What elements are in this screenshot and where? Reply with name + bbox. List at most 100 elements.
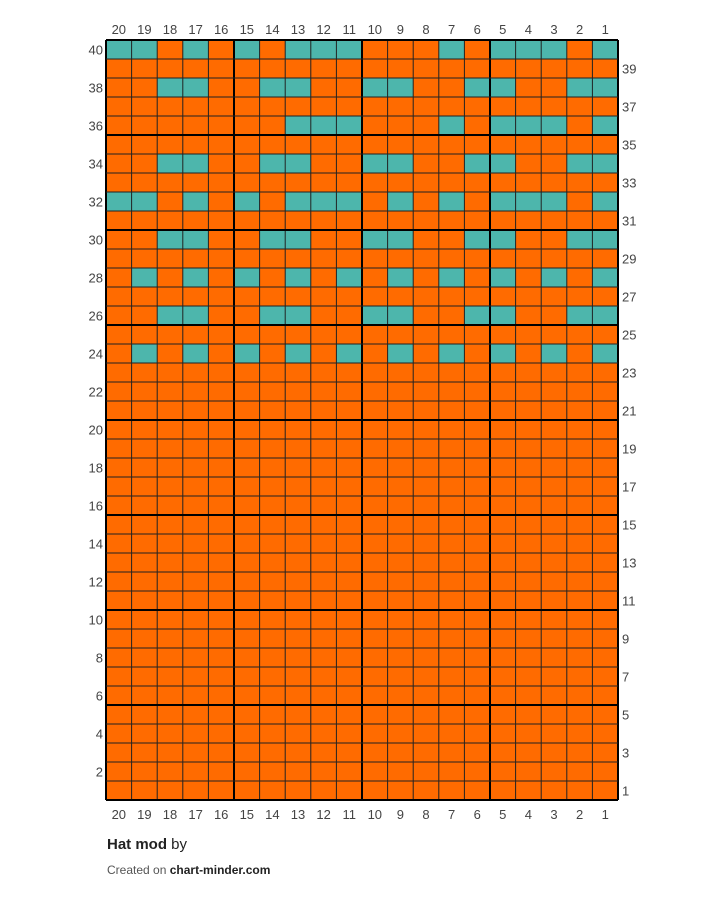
chart-cell: [592, 477, 618, 496]
chart-cell: [490, 344, 516, 363]
chart-cell: [259, 173, 286, 192]
chart-cell: [310, 344, 337, 363]
column-number-bottom: 3: [550, 807, 557, 822]
chart-cell: [387, 363, 414, 382]
chart-cell: [285, 344, 311, 363]
chart-cell: [438, 572, 465, 591]
row-number-left: 10: [89, 613, 103, 628]
chart-cell: [515, 477, 542, 496]
chart-cell: [234, 458, 260, 477]
chart-cell: [438, 211, 465, 230]
chart-cell: [310, 268, 337, 287]
row-number-right: 17: [622, 480, 636, 495]
chart-cell: [592, 363, 618, 382]
chart-cell: [362, 591, 388, 610]
chart-cell: [438, 40, 465, 59]
chart-cell: [106, 420, 132, 439]
chart-cell: [464, 135, 490, 154]
chart-cell: [259, 97, 286, 116]
chart-cell: [515, 40, 542, 59]
chart-cell: [310, 420, 337, 439]
chart-cell: [490, 553, 516, 572]
chart-cell: [592, 420, 618, 439]
chart-cell: [106, 97, 132, 116]
chart-cell: [592, 382, 618, 401]
chart-cell: [131, 477, 158, 496]
column-number-top: 11: [342, 22, 356, 37]
chart-cell: [234, 249, 260, 268]
chart-cell: [362, 629, 388, 648]
chart-cell: [208, 382, 234, 401]
chart-cell: [182, 268, 209, 287]
chart-cell: [131, 78, 158, 97]
row-number-left: 28: [89, 271, 103, 286]
chart-cell: [336, 382, 362, 401]
chart-cell: [592, 325, 618, 344]
chart-cell: [387, 116, 414, 135]
chart-cell: [566, 382, 593, 401]
chart-cell: [131, 287, 158, 306]
chart-cell: [106, 192, 132, 211]
chart-cell: [234, 192, 260, 211]
chart-cell: [157, 458, 183, 477]
chart-cell: [208, 154, 234, 173]
chart-cell: [464, 154, 490, 173]
chart-cell: [490, 591, 516, 610]
chart-cell: [208, 363, 234, 382]
chart-cell: [362, 325, 388, 344]
chart-cell: [131, 382, 158, 401]
column-number-top: 6: [474, 22, 481, 37]
chart-cell: [566, 458, 593, 477]
chart-cell: [566, 534, 593, 553]
chart-cell: [234, 781, 260, 800]
chart-cell: [106, 686, 132, 705]
site-link[interactable]: chart-minder.com: [169, 863, 271, 877]
chart-cell: [464, 762, 490, 781]
chart-cell: [259, 572, 286, 591]
chart-cell: [259, 591, 286, 610]
chart-cell: [106, 743, 132, 762]
chart-cell: [285, 306, 311, 325]
chart-cell: [336, 363, 362, 382]
chart-cell: [438, 591, 465, 610]
chart-cell: [362, 382, 388, 401]
chart-cell: [336, 230, 362, 249]
chart-cell: [106, 648, 132, 667]
chart-cell: [285, 192, 311, 211]
chart-cell: [413, 363, 439, 382]
chart-cell: [131, 344, 158, 363]
column-number-top: 16: [214, 22, 228, 37]
chart-cell: [566, 743, 593, 762]
chart-cell: [336, 667, 362, 686]
chart-cell: [157, 705, 183, 724]
chart-cell: [285, 268, 311, 287]
chart-cell: [106, 610, 132, 629]
chart-cell: [208, 648, 234, 667]
chart-cell: [106, 477, 132, 496]
chart-cell: [234, 59, 260, 78]
chart-cell: [208, 420, 234, 439]
chart-cell: [438, 78, 465, 97]
chart-cell: [541, 458, 567, 477]
chart-cell: [182, 610, 209, 629]
chart-cell: [336, 211, 362, 230]
chart-cell: [336, 496, 362, 515]
chart-cell: [490, 382, 516, 401]
chart-cell: [285, 97, 311, 116]
chart-cell: [182, 534, 209, 553]
chart-cell: [464, 648, 490, 667]
chart-cell: [131, 724, 158, 743]
chart-cell: [515, 154, 542, 173]
chart-cell: [234, 610, 260, 629]
chart-cell: [131, 363, 158, 382]
row-number-right: 27: [622, 290, 636, 305]
chart-cell: [182, 420, 209, 439]
chart-cell: [259, 78, 286, 97]
chart-cell: [592, 553, 618, 572]
chart-cell: [464, 610, 490, 629]
chart-cell: [438, 154, 465, 173]
chart-cell: [387, 458, 414, 477]
chart-cell: [310, 629, 337, 648]
row-number-left: 18: [89, 461, 103, 476]
chart-cell: [438, 743, 465, 762]
